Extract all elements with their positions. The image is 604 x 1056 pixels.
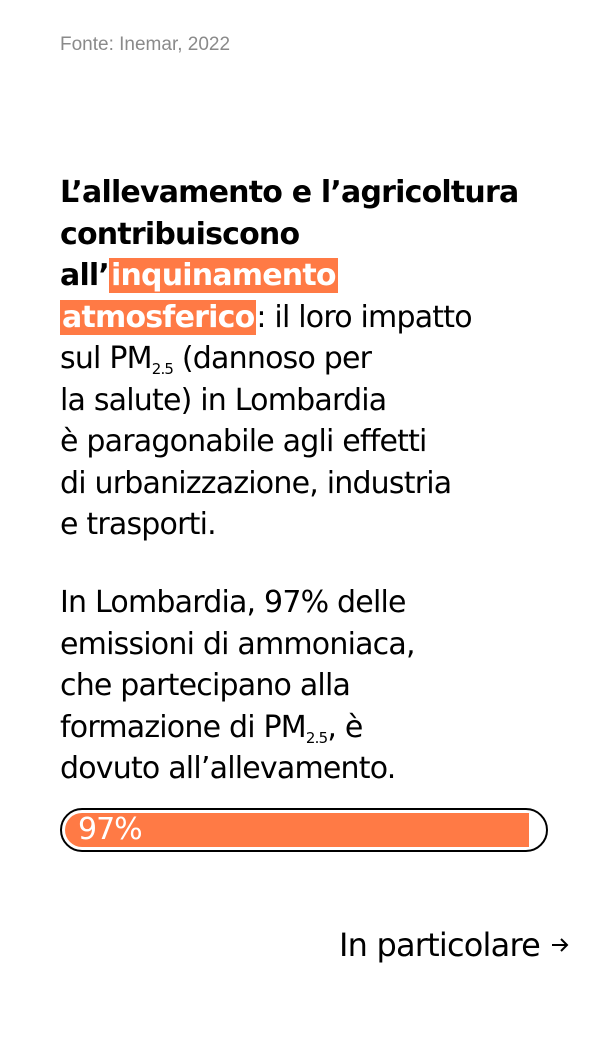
stat-paragraph: In Lombardia, 97% delle emissioni di amm… <box>60 582 416 790</box>
text: (dannoso per <box>173 341 372 376</box>
progress-bar: 97% <box>60 808 548 852</box>
text-line: di urbanizzazione, industria <box>60 465 452 501</box>
text: formazione di PM <box>60 709 307 745</box>
text-line: e trasporti. <box>60 507 217 542</box>
text: , è <box>327 709 363 745</box>
text-line: la salute) in Lombardia <box>60 382 387 418</box>
progress-fill <box>65 813 529 847</box>
text-line: In Lombardia, 97% delle <box>60 585 406 620</box>
text-line: contribuiscono <box>60 216 300 252</box>
text: all’ <box>60 258 110 293</box>
subscript: 2.5 <box>151 360 174 378</box>
subscript: 2.5 <box>305 728 328 747</box>
progress-label: 97% <box>78 812 143 847</box>
text-line: che partecipano alla <box>60 668 351 703</box>
text: : il loro impatto <box>256 299 472 335</box>
text-line: all’inquinamento <box>60 255 518 297</box>
text-line: atmosferico: il loro impatto <box>60 297 518 339</box>
link-label: In particolare <box>338 926 541 964</box>
text-line: dovuto all’allevamento. <box>60 751 396 786</box>
arrow-right-icon <box>552 938 569 952</box>
text: sul PM <box>60 341 153 376</box>
highlight: inquinamento <box>109 258 338 293</box>
text-line: L’allevamento e l’agricoltura <box>60 175 519 210</box>
text-line: formazione di PM2.5, è <box>60 707 415 749</box>
in-particolare-link[interactable]: In particolare <box>339 926 570 964</box>
source-note: Fonte: Inemar, 2022 <box>60 34 231 55</box>
text-line: emissioni di ammoniaca, <box>60 626 416 662</box>
highlight: atmosferico <box>60 299 257 335</box>
text-line: sul PM2.5 (dannoso per <box>60 338 518 380</box>
text-line: è paragonabile agli effetti <box>60 424 427 459</box>
headline-paragraph: L’allevamento e l’agricoltura contribuis… <box>60 172 519 546</box>
